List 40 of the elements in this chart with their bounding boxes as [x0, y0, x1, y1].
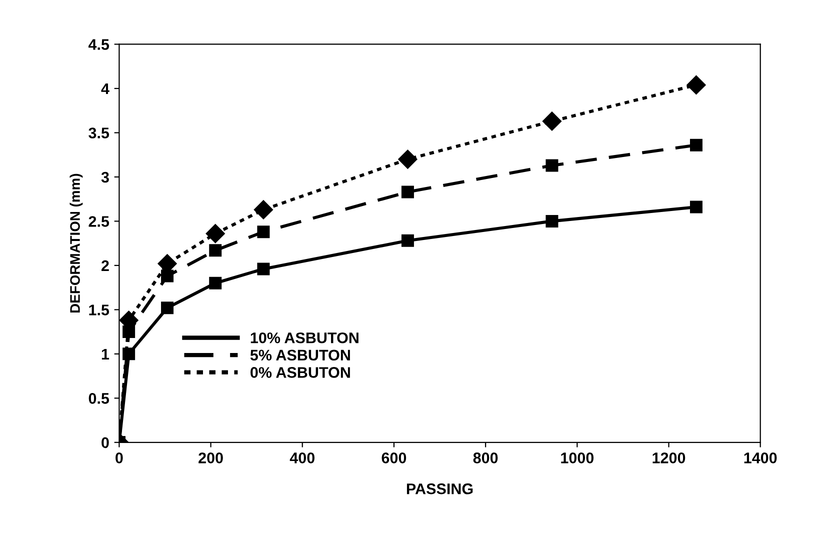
point [690, 138, 702, 152]
legend-label: 10% ASBUTON [250, 332, 358, 344]
y-tick-label: 2 [102, 260, 109, 271]
point [254, 200, 273, 220]
point [206, 224, 225, 244]
y-tick-label: 0.5 [88, 393, 110, 404]
point [401, 234, 414, 247]
point [686, 75, 706, 94]
point [401, 186, 414, 198]
y-axis-title: DEFORMATION (mm) [70, 174, 83, 312]
x-tick-label: 1400 [744, 452, 777, 464]
point [546, 214, 558, 228]
x-tick-label: 1000 [561, 452, 594, 464]
point [398, 150, 418, 169]
point [209, 244, 222, 257]
y-tick-label: 0 [102, 437, 109, 448]
y-tick-label: 1.5 [89, 304, 110, 316]
point [542, 112, 562, 131]
point [209, 276, 222, 290]
x-tick-label: 600 [382, 452, 406, 464]
point [257, 226, 270, 238]
point [546, 159, 558, 172]
point [257, 262, 270, 276]
y-tick-label: 4.5 [88, 39, 110, 50]
y-tick-label: 1 [102, 348, 110, 360]
y-tick-label: 2.5 [88, 216, 110, 227]
legend-label: 5% ASBUTON [250, 350, 350, 361]
x-tick-label: 200 [198, 452, 223, 464]
point [161, 270, 174, 282]
x-tick-label: 800 [473, 452, 498, 464]
y-tick-label: 3 [101, 172, 109, 183]
y-tick-label: 4 [101, 84, 110, 94]
legend-label: 0% ASBUTON [250, 367, 350, 378]
x-tick-label: 1200 [652, 452, 686, 464]
point [690, 200, 702, 214]
x-tick-label: 0 [116, 452, 123, 464]
x-tick-label: 400 [290, 452, 314, 464]
y-tick-label: 3.5 [88, 128, 110, 138]
x-axis-title: PASSING [406, 483, 473, 494]
point [161, 302, 174, 314]
